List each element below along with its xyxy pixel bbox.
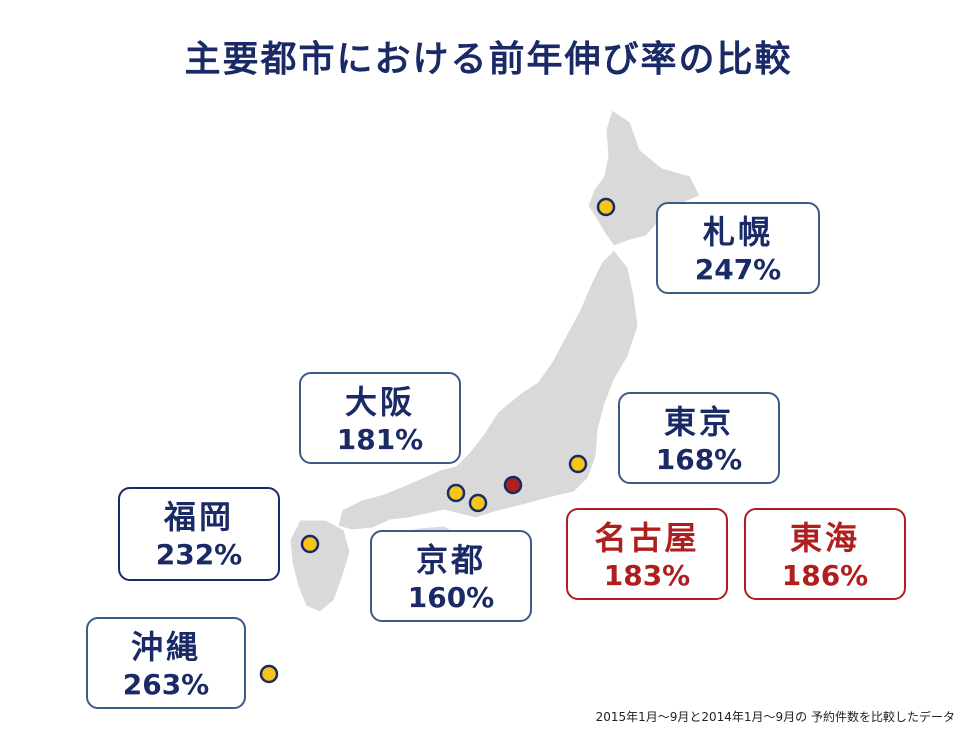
sapporo-marker (596, 197, 616, 217)
tokyo-marker (568, 454, 588, 474)
city-growth-rate: 247% (694, 253, 782, 286)
osaka-marker (468, 493, 488, 513)
nagoya-card: 名古屋 183% (566, 508, 728, 600)
fukuoka-card: 福岡 232% (118, 487, 280, 581)
city-growth-rate: 232% (155, 538, 243, 571)
hokkaido-land (587, 109, 701, 247)
city-growth-rate: 186% (781, 559, 869, 592)
sapporo-card: 札幌 247% (656, 202, 820, 294)
okinawa-card: 沖縄 263% (86, 617, 246, 709)
nagoya-marker (503, 475, 523, 495)
tokyo-card: 東京 168% (618, 392, 780, 484)
city-name: 東海 (789, 519, 860, 557)
city-growth-rate: 183% (603, 559, 691, 592)
city-name: 大阪 (344, 383, 415, 421)
city-name: 京都 (415, 541, 486, 579)
kyoto-card: 京都 160% (370, 530, 532, 622)
okinawa-marker (259, 664, 279, 684)
osaka-card: 大阪 181% (299, 372, 461, 464)
city-growth-rate: 263% (122, 668, 210, 701)
city-name: 札幌 (702, 213, 773, 251)
footnote: 2015年1月～9月と2014年1月～9月の 予約件数を比較したデータ (595, 710, 955, 724)
city-growth-rate: 160% (407, 581, 495, 614)
tokai-card: 東海 186% (744, 508, 906, 600)
city-name: 福岡 (163, 498, 234, 536)
city-name: 沖縄 (130, 628, 201, 666)
city-growth-rate: 168% (655, 443, 743, 476)
honshu-land (337, 249, 639, 531)
city-name: 名古屋 (594, 519, 700, 557)
kyoto-marker (446, 483, 466, 503)
fukuoka-marker (300, 534, 320, 554)
city-growth-rate: 181% (336, 423, 424, 456)
city-name: 東京 (663, 403, 734, 441)
page-title: 主要都市における前年伸び率の比較 (184, 39, 793, 80)
kyushu-land (289, 519, 351, 613)
